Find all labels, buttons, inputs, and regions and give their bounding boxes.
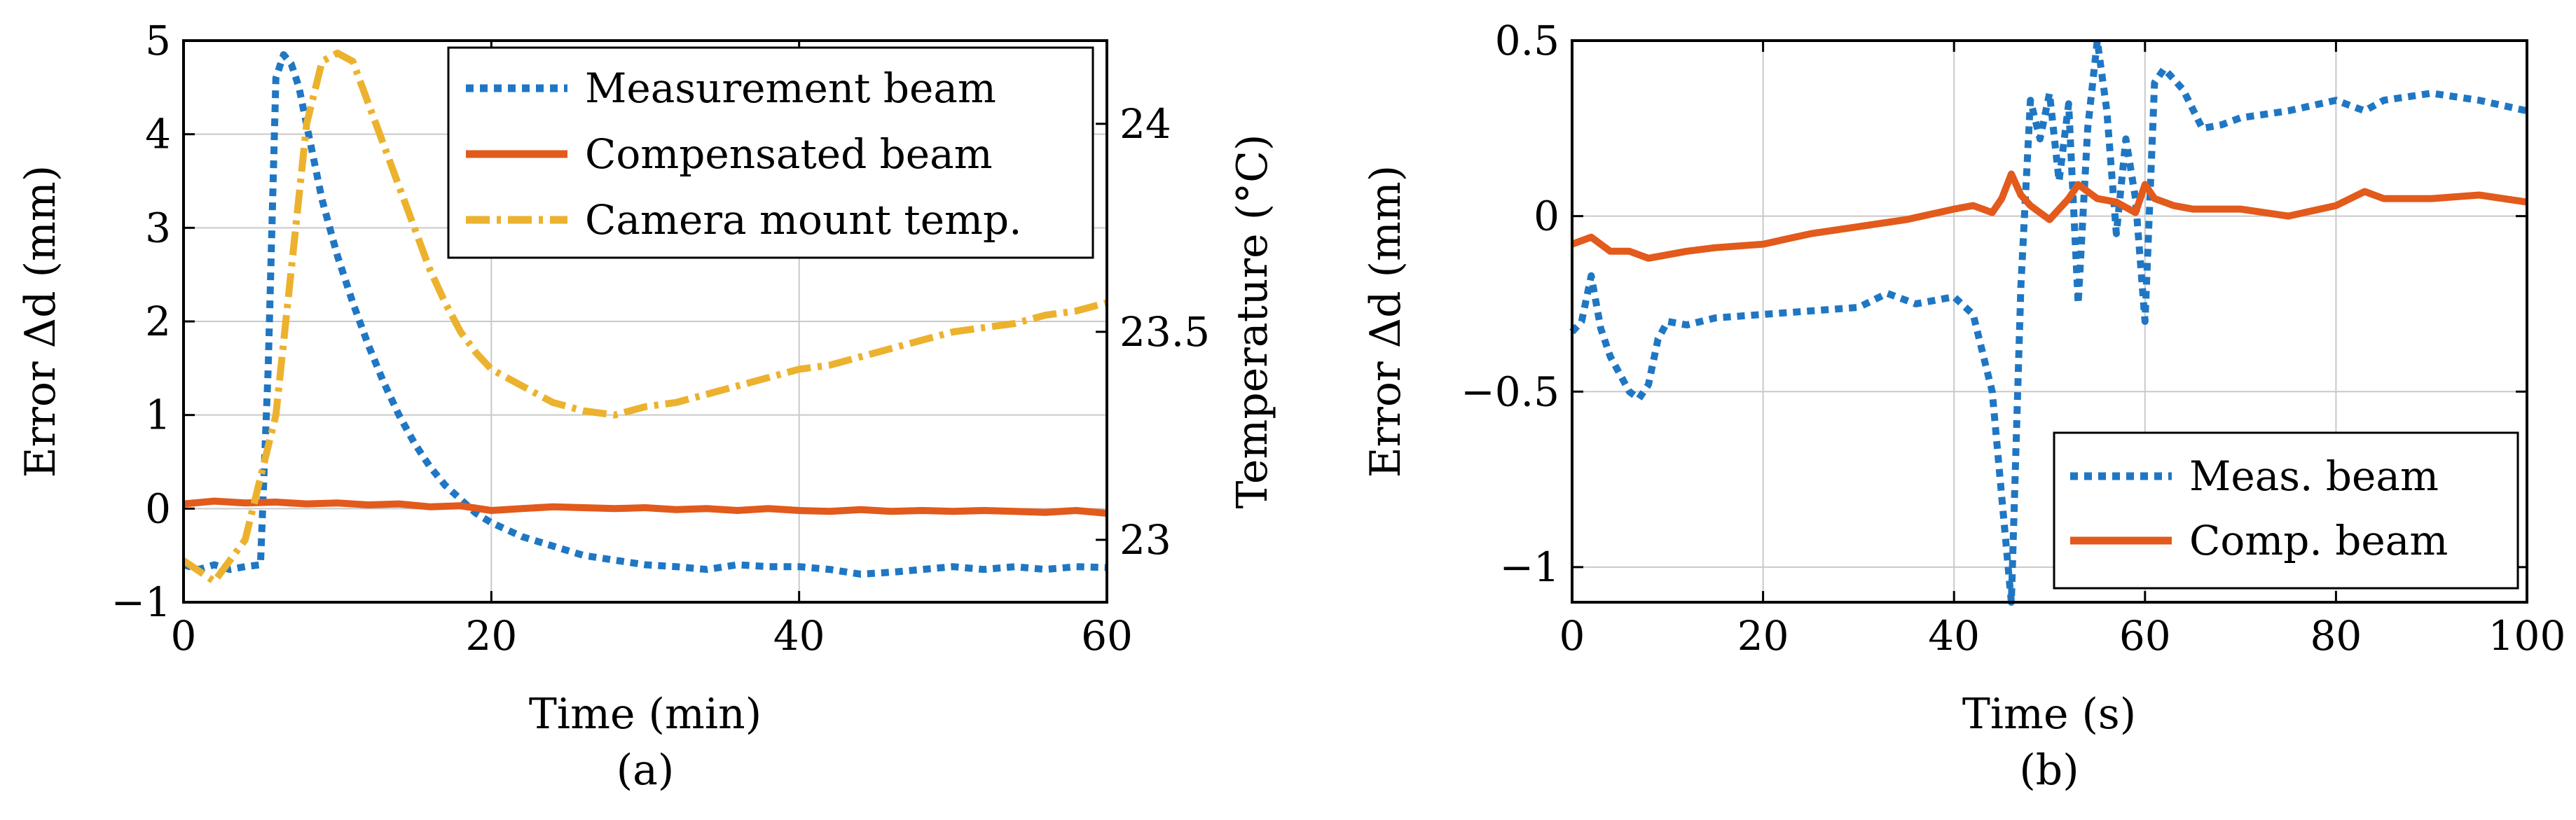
panel-b-x-tick-label: 20 [1737, 612, 1789, 660]
panel-b-label: (b) [2019, 746, 2079, 795]
panel-a-y2-axis-label: Temperature (°C) [1228, 134, 1277, 509]
panel-b-x-axis-label: Time (s) [1962, 690, 2136, 739]
panel-a-x-tick-label: 60 [1081, 612, 1133, 660]
panel-a-legend-label-compensated: Compensated beam [585, 130, 993, 178]
panel-b-ticks: 0 20 40 60 80 100 −1 −0.5 0 0.5 [1461, 17, 2565, 660]
panel-a-y-tick-label: 4 [145, 111, 171, 158]
panel-a-series-measurement-line [182, 51, 1108, 578]
panel-a-y-tick-label: 1 [145, 391, 171, 439]
panel-a-y2-tick-label: 23.5 [1120, 308, 1210, 356]
panel-b-series [1569, 37, 2528, 606]
panel-a-series [181, 49, 1108, 585]
panel-a-x-tick-label: 20 [465, 612, 517, 660]
panel-b-y-tick-label: 0.5 [1495, 17, 1559, 64]
panel-a-y-axis-label-text: Error Δd (mm) [16, 165, 65, 478]
panel-a-y-axis-label: Error Δd (mm) [16, 165, 65, 478]
panel-a-series-temperature-line [181, 49, 1108, 585]
panel-b-legend: Meas. beam Comp. beam [2053, 431, 2519, 590]
panel-b-series-compensated-line [1571, 170, 2528, 262]
panel-b-x-tick-label: 40 [1928, 612, 1980, 660]
panel-a-y-tick-label: 3 [145, 204, 171, 251]
panel-b-y-tick-label: 0 [1534, 193, 1559, 240]
panel-b: 0 20 40 60 80 100 −1 −0.5 0 0.5 Error Δd (mm) Tim… [1361, 17, 2565, 795]
panel-a-y-tick-label: 5 [145, 17, 171, 64]
panel-b-x-tick-label: 60 [2119, 612, 2171, 660]
panel-a-legend-label-measurement: Measurement beam [585, 64, 996, 112]
panel-a-y-tick-label: 0 [145, 485, 171, 532]
panel-a-y2-tick-label: 23 [1120, 516, 1171, 564]
panel-a-x-tick-label: 40 [773, 612, 825, 660]
panel-b-legend-box [2053, 431, 2519, 590]
panel-a-legend: Measurement beam Compensated beam Camera… [447, 46, 1094, 259]
panel-a-x-tick-label: 0 [171, 612, 197, 660]
panel-a-label: (a) [617, 746, 675, 795]
panel-b-y-tick-label: −0.5 [1461, 368, 1559, 415]
panel-a-y-tick-label: 2 [145, 298, 171, 345]
panel-b-x-tick-label: 100 [2488, 612, 2566, 660]
panel-a-x-axis-label: Time (min) [529, 690, 762, 739]
panel-b-legend-label-measurement: Meas. beam [2189, 452, 2439, 500]
panel-b-plot-frame [1571, 39, 2528, 604]
panel-a-series-compensated-line [183, 497, 1108, 517]
panel-b-y-tick-label: −1 [1500, 543, 1560, 591]
panel-a-legend-label-temperature: Camera mount temp. [585, 196, 1022, 244]
panel-a-y-tick-label: −1 [111, 578, 172, 626]
panel-a-y2-tick-label: 24 [1120, 100, 1171, 148]
panel-b-x-tick-label: 0 [1559, 612, 1585, 660]
panel-b-legend-label-compensated: Comp. beam [2189, 517, 2448, 564]
panel-b-x-tick-label: 80 [2310, 612, 2362, 660]
panel-b-y-axis-label: Error Δd (mm) [1361, 165, 1410, 478]
